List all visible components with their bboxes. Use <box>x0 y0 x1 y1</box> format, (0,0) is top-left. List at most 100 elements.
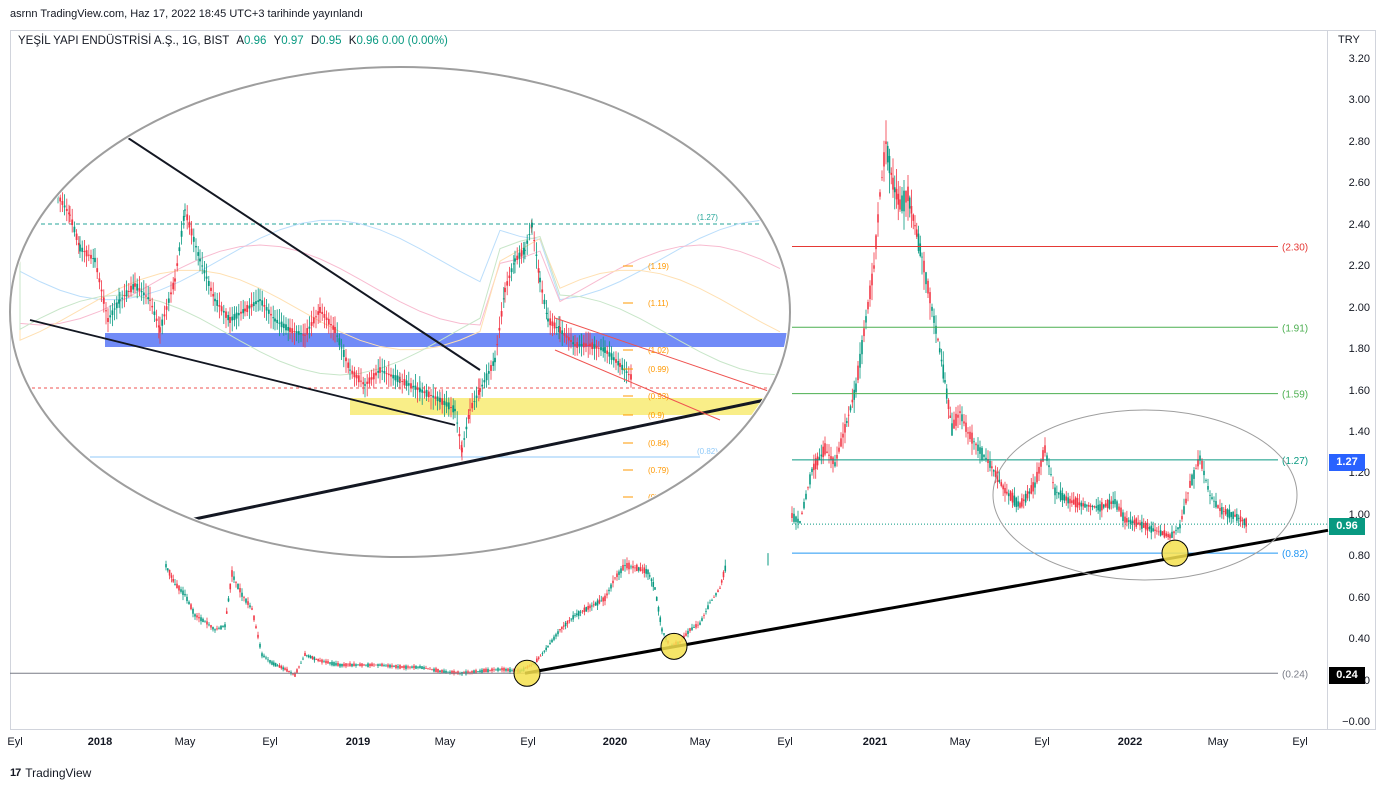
main-candle <box>1004 487 1006 494</box>
inset-candle <box>498 327 501 331</box>
history-candle <box>467 671 469 674</box>
history-candle <box>319 660 321 662</box>
inset-candle <box>280 321 283 328</box>
inset-candle <box>98 278 101 283</box>
history-candle <box>559 629 561 631</box>
inset-candle <box>289 327 291 333</box>
inset-candle <box>151 305 154 308</box>
inset-fib-label: (0.93) <box>648 392 669 401</box>
main-candle <box>910 206 913 214</box>
inset-candle <box>282 323 285 329</box>
history-candle <box>343 663 345 666</box>
history-candle <box>397 666 399 668</box>
inset-candle <box>172 282 175 290</box>
inset-candle <box>565 335 568 338</box>
history-candle <box>576 613 578 616</box>
main-candle <box>1022 499 1025 501</box>
inset-candle <box>559 326 561 334</box>
history-candle <box>659 617 662 622</box>
inset-candle <box>340 347 343 349</box>
history-candle <box>393 666 395 667</box>
inset-candle <box>315 316 317 318</box>
inset-fib-label: (1.19) <box>648 262 669 271</box>
inset-candle <box>115 302 118 309</box>
main-candle <box>1161 531 1164 536</box>
history-candle <box>349 663 351 667</box>
history-candle <box>218 627 220 629</box>
history-candle <box>339 663 341 667</box>
inset-candle <box>118 299 120 304</box>
symbol-name: YEŞİL YAPI ENDÜSTRİSİ A.Ş., 1G, BIST <box>18 35 230 47</box>
inset-candle <box>100 289 103 292</box>
inset-candle <box>494 357 496 363</box>
main-candle <box>1099 504 1101 512</box>
inset-candle <box>447 402 450 410</box>
inset-candle <box>366 381 369 384</box>
main-candle <box>1187 492 1189 494</box>
main-candle <box>1199 455 1201 461</box>
inset-candle <box>252 302 255 307</box>
inset-candle <box>372 373 375 380</box>
history-candle <box>363 664 365 666</box>
inset-candle <box>278 322 281 324</box>
main-candle <box>1056 491 1058 493</box>
inset-candle <box>113 308 116 310</box>
history-candle <box>379 664 381 666</box>
inset-candle <box>537 268 540 273</box>
tradingview-footer[interactable]: 17 TradingView <box>10 766 91 780</box>
inset-candle <box>235 312 238 319</box>
inset-content: (1.27) (1.19) (1.11) (1.02) (0.99) (0.93) (0.9… <box>19 135 788 522</box>
inset-candle <box>610 353 613 360</box>
history-candle <box>247 601 249 605</box>
main-candle <box>1019 502 1021 508</box>
main-candle <box>867 301 869 310</box>
inset-candle <box>563 333 566 336</box>
y-tick: 2.60 <box>1348 177 1370 190</box>
inset-candle <box>201 265 204 267</box>
history-candle <box>269 660 271 663</box>
inset-candle <box>390 374 392 377</box>
main-candle <box>1040 459 1042 467</box>
history-candle <box>182 590 184 595</box>
history-candle <box>473 670 475 674</box>
inset-candle <box>401 380 404 382</box>
history-candle <box>568 620 571 622</box>
history-candle <box>214 629 216 631</box>
inset-candle <box>207 280 210 286</box>
history-candle <box>509 668 511 672</box>
inset-candle <box>414 385 417 390</box>
main-candle <box>1241 520 1244 521</box>
history-candle <box>447 671 449 673</box>
inset-candle <box>506 281 509 286</box>
main-candle <box>1232 511 1234 519</box>
main-candle <box>921 256 923 258</box>
main-candle <box>1089 505 1092 507</box>
history-candle <box>471 671 473 673</box>
main-candle <box>949 415 952 418</box>
inset-fib-label: (0.79) <box>648 466 669 475</box>
chart-pane[interactable] <box>10 30 1328 730</box>
history-candle <box>626 563 628 569</box>
history-candle <box>302 658 304 660</box>
price-axis[interactable] <box>1328 30 1376 730</box>
y-tick: 2.00 <box>1348 301 1370 314</box>
main-candle <box>1148 527 1151 530</box>
main-candle <box>1131 521 1134 524</box>
main-candle <box>818 457 821 460</box>
x-tick: May <box>174 736 196 748</box>
inset-candle <box>63 205 66 208</box>
history-candle <box>284 668 286 670</box>
history-candle <box>229 583 232 590</box>
history-candle <box>306 655 308 657</box>
main-candle <box>991 466 993 469</box>
history-candle <box>273 662 275 666</box>
main-candle <box>846 421 848 423</box>
history-candle <box>620 568 622 574</box>
history-candle <box>304 652 306 656</box>
history-candle <box>697 624 699 626</box>
history-candle <box>375 664 377 666</box>
inset-candle <box>392 374 395 379</box>
inset-candle <box>270 313 272 316</box>
history-candle <box>691 627 693 630</box>
history-candle <box>657 607 660 612</box>
